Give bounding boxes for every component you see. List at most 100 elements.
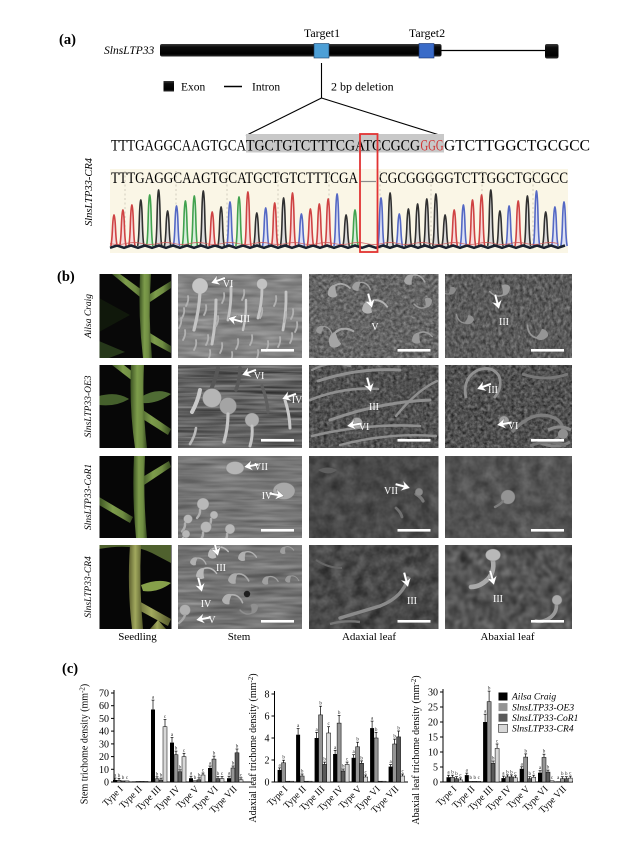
svg-text:b: b bbox=[561, 772, 564, 777]
svg-text:VII: VII bbox=[254, 462, 268, 473]
svg-text:a: a bbox=[228, 772, 231, 777]
svg-text:b: b bbox=[217, 772, 220, 777]
svg-text:VI: VI bbox=[254, 371, 265, 382]
svg-text:c: c bbox=[401, 770, 404, 775]
svg-text:b: b bbox=[282, 756, 285, 761]
svg-text:b: b bbox=[175, 747, 178, 752]
svg-text:b: b bbox=[524, 749, 527, 754]
svg-text:a: a bbox=[521, 762, 524, 767]
svg-text:30: 30 bbox=[428, 688, 438, 699]
svg-text:a: a bbox=[447, 771, 450, 776]
svg-text:10: 10 bbox=[428, 748, 438, 759]
svg-text:Stem: Stem bbox=[228, 631, 251, 643]
svg-text:60: 60 bbox=[99, 701, 109, 712]
svg-text:b: b bbox=[492, 757, 495, 762]
svg-text:c: c bbox=[164, 715, 167, 720]
svg-text:b: b bbox=[356, 738, 359, 743]
svg-text:b: b bbox=[510, 770, 513, 775]
svg-text:b: b bbox=[156, 772, 159, 777]
svg-text:a: a bbox=[371, 717, 374, 722]
svg-text:SlnsLTP33-CR4: SlnsLTP33-CR4 bbox=[84, 556, 94, 618]
svg-text:b: b bbox=[393, 735, 396, 740]
svg-text:b: b bbox=[547, 766, 550, 771]
svg-text:b: b bbox=[319, 702, 322, 707]
svg-text:15: 15 bbox=[428, 733, 438, 744]
svg-text:c: c bbox=[496, 740, 499, 745]
svg-text:0: 0 bbox=[104, 778, 109, 789]
svg-text:10: 10 bbox=[99, 765, 109, 776]
svg-text:SlnsLTP33-CR4: SlnsLTP33-CR4 bbox=[84, 157, 95, 226]
svg-text:20: 20 bbox=[428, 718, 438, 729]
svg-text:b: b bbox=[301, 770, 304, 775]
svg-text:b: b bbox=[360, 756, 363, 761]
svg-text:b: b bbox=[342, 765, 345, 770]
svg-text:c: c bbox=[183, 749, 186, 754]
svg-text:a: a bbox=[466, 769, 469, 774]
svg-text:b: b bbox=[506, 770, 509, 775]
svg-text:b: b bbox=[160, 774, 163, 779]
svg-text:b: b bbox=[118, 774, 121, 779]
svg-text:VII: VII bbox=[384, 486, 398, 497]
svg-text:Adaxial leaf: Adaxial leaf bbox=[342, 631, 396, 643]
svg-text:III: III bbox=[493, 594, 503, 605]
svg-text:a: a bbox=[114, 774, 117, 779]
svg-text:IV: IV bbox=[262, 491, 273, 502]
svg-text:20: 20 bbox=[99, 752, 109, 763]
svg-text:c: c bbox=[240, 773, 243, 778]
svg-text:b: b bbox=[474, 776, 477, 781]
svg-text:a: a bbox=[278, 763, 281, 768]
svg-text:Target2: Target2 bbox=[409, 26, 445, 40]
svg-text:a: a bbox=[209, 762, 212, 767]
svg-text:III: III bbox=[488, 385, 498, 396]
svg-text:c: c bbox=[478, 776, 481, 781]
svg-text:Seedling: Seedling bbox=[118, 631, 157, 643]
svg-text:b: b bbox=[451, 771, 454, 776]
svg-text:Ailsa Craig: Ailsa Craig bbox=[84, 294, 94, 339]
svg-text:b: b bbox=[194, 776, 197, 781]
svg-text:III: III bbox=[499, 317, 509, 328]
svg-text:b: b bbox=[488, 687, 491, 692]
svg-text:c: c bbox=[221, 772, 224, 777]
svg-text:50: 50 bbox=[99, 714, 109, 725]
svg-text:b: b bbox=[375, 728, 378, 733]
svg-text:b: b bbox=[179, 765, 182, 770]
svg-text:TTTGAGGCAAGTGCATGCTGTCTTTCGA: TTTGAGGCAAGTGCATGCTGTCTTTCGA bbox=[111, 170, 359, 187]
svg-text:SlnsLTP33-OE3: SlnsLTP33-OE3 bbox=[84, 375, 94, 437]
svg-text:c: c bbox=[533, 771, 536, 776]
svg-text:b: b bbox=[236, 745, 239, 750]
svg-text:c: c bbox=[459, 773, 462, 778]
svg-text:(c): (c) bbox=[62, 661, 78, 677]
svg-text:a: a bbox=[315, 728, 318, 733]
svg-text:Abaxial leaf trichome density: Abaxial leaf trichome density (mm-2) bbox=[410, 675, 422, 824]
svg-text:c: c bbox=[514, 771, 517, 776]
svg-text:V: V bbox=[371, 322, 379, 333]
svg-text:b: b bbox=[397, 727, 400, 732]
svg-text:(b): (b) bbox=[57, 269, 75, 285]
svg-text:Adaxial leaf trichome density: Adaxial leaf trichome density (mm-2) bbox=[247, 673, 259, 822]
svg-text:0: 0 bbox=[265, 778, 270, 789]
svg-text:b: b bbox=[232, 762, 235, 767]
svg-text:VI: VI bbox=[508, 421, 519, 432]
svg-text:30: 30 bbox=[99, 739, 109, 750]
svg-text:b: b bbox=[528, 772, 531, 777]
svg-text:a: a bbox=[297, 724, 300, 729]
svg-text:SlnsLTP33-CoR1: SlnsLTP33-CoR1 bbox=[512, 714, 578, 724]
svg-text:a: a bbox=[171, 733, 174, 738]
svg-text:a: a bbox=[352, 750, 355, 755]
svg-text:a: a bbox=[190, 772, 193, 777]
svg-text:TTTGAGGCAAGTGCA: TTTGAGGCAAGTGCA bbox=[111, 138, 247, 155]
svg-text:25: 25 bbox=[428, 703, 438, 714]
svg-text:Ailsa Craig: Ailsa Craig bbox=[511, 693, 556, 703]
svg-text:5: 5 bbox=[433, 763, 438, 774]
svg-text:III: III bbox=[216, 563, 226, 574]
svg-text:2: 2 bbox=[265, 756, 270, 767]
svg-text:b: b bbox=[455, 772, 458, 777]
svg-text:8: 8 bbox=[265, 690, 270, 701]
svg-text:b: b bbox=[338, 711, 341, 716]
svg-text:Intron: Intron bbox=[252, 82, 280, 94]
svg-text:c: c bbox=[327, 722, 330, 727]
svg-text:c: c bbox=[569, 772, 572, 777]
svg-text:a: a bbox=[557, 776, 560, 781]
svg-text:SlnsLTP33-CR4: SlnsLTP33-CR4 bbox=[512, 725, 574, 735]
svg-text:VI: VI bbox=[223, 279, 234, 290]
